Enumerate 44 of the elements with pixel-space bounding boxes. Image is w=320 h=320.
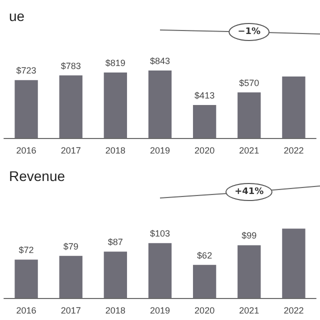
x-tick-label: 2019 — [150, 306, 170, 316]
data-label: $413 — [194, 90, 215, 100]
data-label: $843 — [150, 56, 170, 66]
x-tick-label: 2016 — [16, 306, 36, 316]
bar — [282, 228, 306, 298]
chart-title: Revenue — [9, 168, 66, 184]
x-tick-label: 2018 — [105, 306, 126, 316]
x-tick-label: 2018 — [105, 146, 126, 156]
bar — [14, 260, 38, 298]
chart-title: ue — [9, 8, 25, 24]
bar — [282, 76, 306, 138]
x-tick-label: 2021 — [239, 306, 260, 316]
x-tick-label: 2022 — [284, 306, 304, 316]
x-tick-label: 2022 — [284, 146, 304, 156]
data-label: $62 — [197, 250, 212, 260]
bar — [148, 243, 172, 298]
text: +41% — [226, 183, 273, 201]
data-label: $99 — [242, 230, 257, 241]
data-label: $103 — [150, 228, 170, 239]
x-tick-label: 2019 — [150, 146, 170, 156]
bar — [14, 80, 38, 138]
data-label: $79 — [63, 241, 78, 252]
bar — [148, 70, 172, 138]
x-tick-label: 2017 — [60, 306, 81, 316]
data-label: $819 — [105, 58, 126, 68]
x-tick-label: 2016 — [16, 146, 36, 156]
data-label: $570 — [239, 78, 260, 88]
bar — [59, 75, 82, 138]
x-tick-label: 2020 — [194, 146, 215, 156]
bar — [104, 72, 128, 138]
x-tick-label: 2020 — [194, 306, 215, 316]
bar — [238, 245, 261, 298]
data-label: $72 — [18, 245, 34, 256]
bar — [59, 256, 82, 298]
bar — [104, 252, 128, 298]
x-tick-label: 2021 — [239, 146, 260, 156]
bar — [238, 92, 261, 138]
text: −1% — [228, 23, 270, 41]
data-label: $87 — [108, 237, 123, 248]
data-label: $723 — [16, 66, 36, 76]
bar — [192, 104, 216, 138]
data-label: $783 — [60, 60, 81, 71]
x-tick-label: 2017 — [60, 146, 81, 156]
bar — [192, 264, 216, 298]
